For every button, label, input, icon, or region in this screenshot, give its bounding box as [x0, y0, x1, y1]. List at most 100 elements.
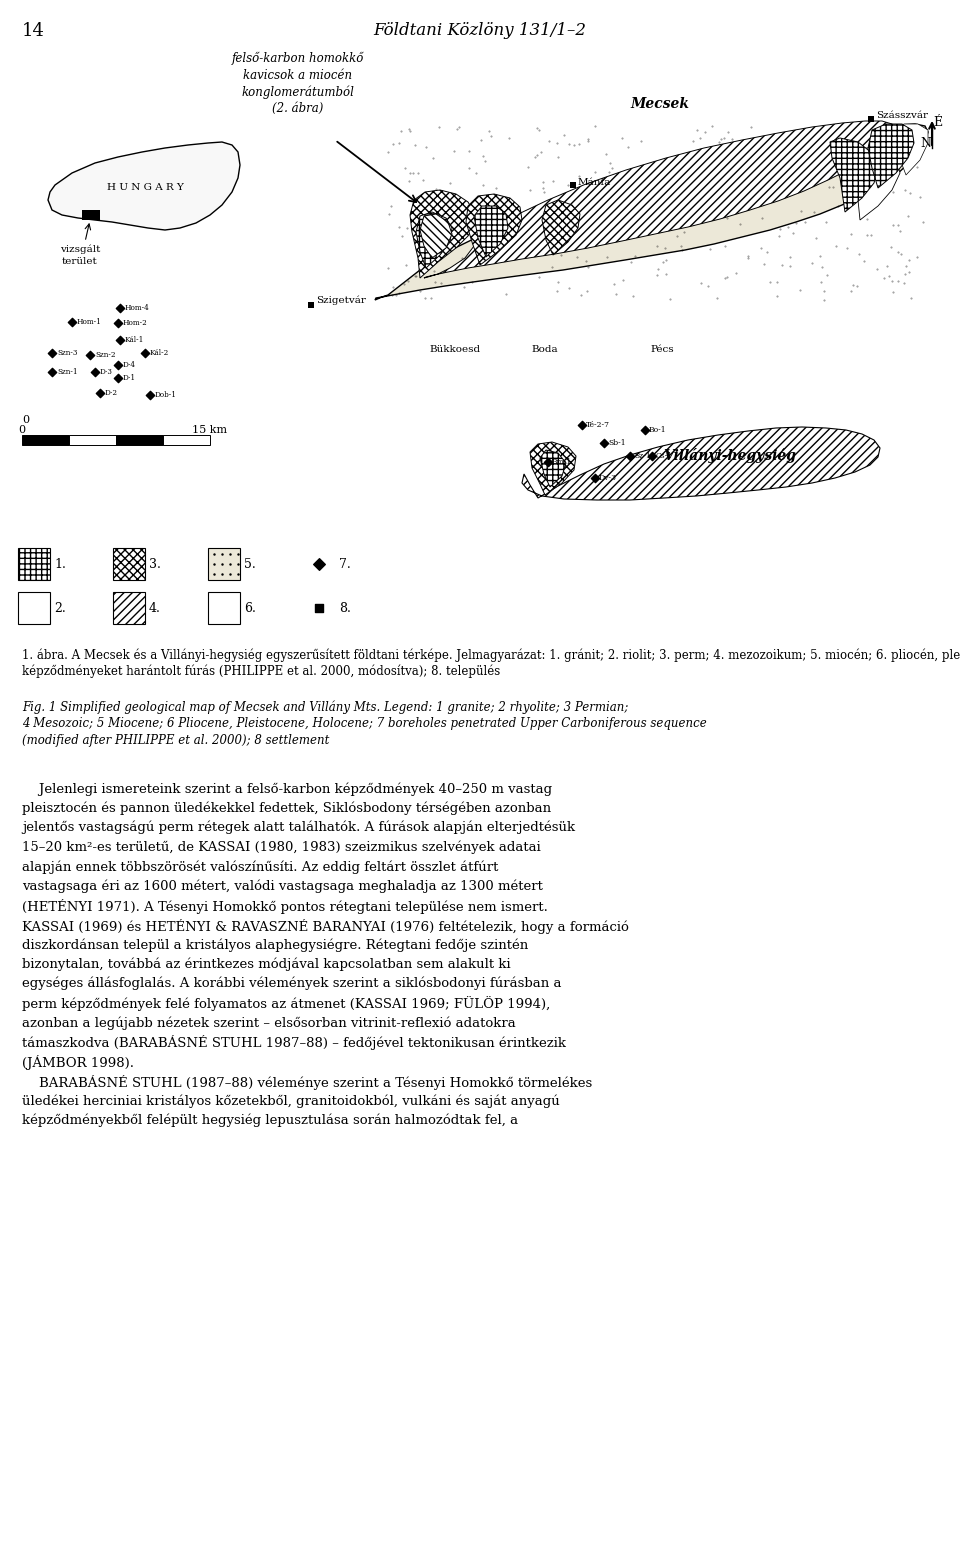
Text: Szásszvár: Szásszvár: [876, 112, 928, 119]
Text: Sz-1: Sz-1: [634, 453, 651, 460]
Text: (HETÉNYI 1971). A Tésenyi Homokkő pontos rétegtani települése nem ismert.: (HETÉNYI 1971). A Tésenyi Homokkő pontos…: [22, 899, 548, 914]
Polygon shape: [474, 206, 508, 257]
Polygon shape: [896, 124, 928, 175]
Text: vastagsaga éri az 1600 métert, valódi vastagsaga meghaladja az 1300 métert: vastagsaga éri az 1600 métert, valódi va…: [22, 879, 542, 893]
Text: képződményeket harántolt fúrás (PHILIPPE et al. 2000, módosítva); 8. település: képződményeket harántolt fúrás (PHILIPPE…: [22, 665, 500, 679]
Text: felső-karbon homokkő
kavicsok a miocén
konglomerátumból
(2. ábra): felső-karbon homokkő kavicsok a miocén k…: [231, 53, 364, 115]
Text: Kál-2: Kál-2: [150, 349, 169, 356]
Text: vizsgált
terület: vizsgált terület: [60, 245, 100, 265]
Text: Szigetvár: Szigetvár: [316, 296, 366, 305]
Bar: [208, 592, 240, 625]
Point: [44, 341, 60, 366]
Point: [110, 352, 126, 377]
Point: [83, 343, 98, 367]
Bar: [18, 549, 50, 580]
Text: Villányi-hegysiég: Villányi-hegysiég: [663, 448, 797, 463]
Point: [311, 552, 326, 577]
Text: Hom-4: Hom-4: [125, 304, 150, 312]
Point: [110, 366, 126, 391]
Text: Hom-1: Hom-1: [77, 318, 102, 326]
Point: [112, 327, 128, 352]
Text: 15–20 km²-es területű, de KASSAI (1980, 1983) szeizmikus szelvények adatai: 15–20 km²-es területű, de KASSAI (1980, …: [22, 840, 540, 854]
Polygon shape: [410, 191, 475, 277]
Bar: [113, 592, 145, 625]
Text: (JÁMBOR 1998).: (JÁMBOR 1998).: [22, 1056, 134, 1070]
Bar: [82, 209, 100, 220]
Text: Dv-3: Dv-3: [599, 474, 617, 482]
Text: 6.: 6.: [244, 601, 256, 614]
Text: támaszkodva (BARABÁSNÉ STUHL 1987–88) – fedőjével tektonikusan érintkezik: támaszkodva (BARABÁSNÉ STUHL 1987–88) – …: [22, 1035, 566, 1051]
Point: [622, 443, 637, 468]
Polygon shape: [375, 124, 928, 301]
Text: 3.: 3.: [149, 558, 161, 570]
Text: Cs-1: Cs-1: [656, 453, 673, 460]
Text: jelentős vastagságú perm rétegek alatt találhatók. A fúrások alapján elterjedtés: jelentős vastagságú perm rétegek alatt t…: [22, 822, 575, 834]
Bar: [69, 436, 116, 445]
Text: pleisztocén és pannon üledékekkel fedettek, Siklósbodony térségében azonban: pleisztocén és pannon üledékekkel fedett…: [22, 801, 551, 815]
Bar: [308, 302, 314, 308]
Text: 8.: 8.: [339, 601, 350, 614]
Text: Dob-1: Dob-1: [155, 391, 177, 398]
Polygon shape: [466, 194, 522, 265]
Text: 0: 0: [22, 415, 29, 425]
Text: diszkordánsan települ a kristályos alaphegysiégre. Rétegtani fedője szintén: diszkordánsan települ a kristályos alaph…: [22, 938, 528, 952]
Bar: [208, 549, 240, 580]
Point: [92, 381, 108, 406]
Point: [112, 296, 128, 321]
Text: 4 Mesozoic; 5 Miocene; 6 Pliocene, Pleistocene, Holocene; 7 boreholes penetrated: 4 Mesozoic; 5 Miocene; 6 Pliocene, Pleis…: [22, 718, 707, 730]
Point: [637, 417, 653, 442]
Polygon shape: [530, 442, 576, 494]
Point: [64, 310, 80, 335]
Point: [574, 412, 589, 437]
Text: Jelenlegi ismereteink szerint a felső-karbon képződmények 40–250 m vastag: Jelenlegi ismereteink szerint a felső-ka…: [22, 783, 552, 795]
Point: [110, 310, 126, 335]
Bar: [570, 181, 576, 188]
Text: 0: 0: [18, 425, 26, 436]
Polygon shape: [48, 143, 240, 229]
Text: N: N: [921, 136, 931, 150]
Text: Bo-1: Bo-1: [649, 426, 666, 434]
Polygon shape: [542, 200, 580, 256]
Polygon shape: [830, 138, 878, 212]
Text: képződményekből felépült hegysiég lepusztulása során halmozódtak fel, a: képződményekből felépült hegysiég lepusz…: [22, 1113, 518, 1127]
Point: [644, 443, 660, 468]
Text: H U N G A R Y: H U N G A R Y: [107, 183, 183, 192]
Polygon shape: [416, 212, 452, 268]
Point: [44, 360, 60, 384]
Text: D-4: D-4: [123, 361, 136, 369]
Polygon shape: [522, 426, 880, 501]
Text: 14: 14: [22, 22, 45, 40]
Bar: [113, 549, 145, 580]
Text: Földtani Közlöny 131/1–2: Földtani Közlöny 131/1–2: [373, 22, 587, 39]
Polygon shape: [540, 449, 566, 487]
Text: 5.: 5.: [244, 558, 255, 570]
Text: D-2: D-2: [105, 389, 118, 397]
Polygon shape: [868, 124, 914, 188]
Text: Bükkoesd: Bükkoesd: [429, 346, 481, 353]
Text: bizonytalan, továbbá az érintkezes módjával kapcsolatban sem alakult ki: bizonytalan, továbbá az érintkezes módjá…: [22, 958, 511, 970]
Text: Pécs: Pécs: [650, 346, 674, 353]
Point: [137, 341, 153, 366]
Text: Té-2-7: Té-2-7: [586, 422, 610, 429]
Text: D-3: D-3: [100, 367, 113, 377]
Bar: [22, 436, 69, 445]
Point: [540, 449, 556, 474]
Text: D-1: D-1: [123, 374, 136, 381]
Text: alapján ennek többszörösét valószínűsíti. Az eddig feltárt összlet átfúrt: alapján ennek többszörösét valószínűsíti…: [22, 860, 498, 874]
Point: [596, 431, 612, 456]
Bar: [18, 592, 50, 625]
Text: 1.: 1.: [54, 558, 66, 570]
Text: Szn-2: Szn-2: [95, 350, 115, 360]
Point: [311, 595, 326, 620]
Point: [588, 465, 603, 490]
Text: (modified after PHILIPPE et al. 2000); 8 settlement: (modified after PHILIPPE et al. 2000); 8…: [22, 735, 329, 747]
Text: Szn-3: Szn-3: [57, 349, 78, 356]
Text: Sb-1: Sb-1: [608, 439, 626, 446]
Bar: [116, 436, 163, 445]
Text: üledékei herciniai kristályos kőzetekből, granitoidokból, vulkáni és saját anyag: üledékei herciniai kristályos kőzetekből…: [22, 1094, 560, 1108]
Polygon shape: [424, 121, 896, 277]
Text: É: É: [933, 116, 943, 129]
Text: azonban a legújabb nézetek szerint – elsősorban vitrinit-reflexió adatokra: azonban a legújabb nézetek szerint – els…: [22, 1015, 516, 1029]
Bar: [163, 436, 210, 445]
Text: Fig. 1 Simplified geological map of Mecsek and Villány Mts. Legend: 1 granite; 2: Fig. 1 Simplified geological map of Mecs…: [22, 701, 629, 713]
